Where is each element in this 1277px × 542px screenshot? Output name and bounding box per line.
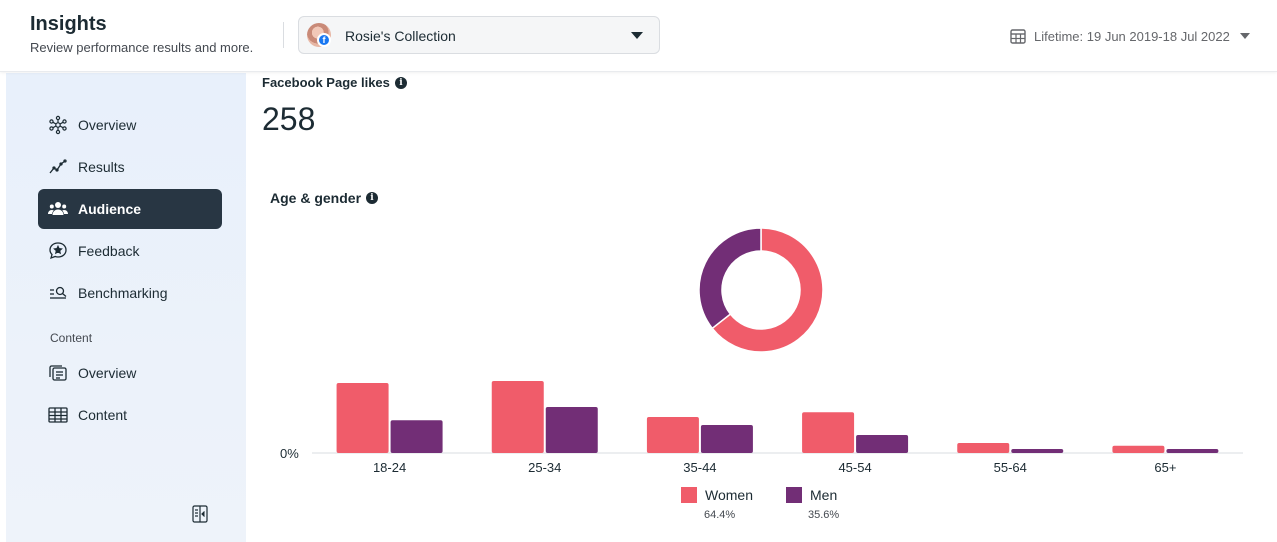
sidebar-item-overview[interactable]: Overview: [38, 105, 222, 145]
sidebar-item-label: Results: [78, 159, 125, 175]
bar-men-18-24: [390, 420, 443, 453]
star-bubble-icon: [46, 241, 70, 261]
bar-men-65+: [1166, 449, 1219, 453]
bar-men-35-44: [700, 425, 753, 453]
legend-percent-women: 64.4%: [704, 509, 736, 521]
page-title: Insights: [30, 13, 107, 35]
legend-swatch-men: [786, 487, 802, 503]
sidebar-item-feedback[interactable]: Feedback: [38, 231, 222, 271]
donut-slice-men: [698, 227, 762, 330]
info-icon[interactable]: i: [366, 192, 379, 204]
sidebar: Overview Results Audience Feedback: [6, 73, 246, 542]
x-tick-label: 25-34: [528, 460, 561, 475]
donut-slice-women: [711, 227, 824, 353]
sidebar-toggle-icon: [192, 505, 208, 523]
chevron-down-icon: [1239, 33, 1250, 39]
x-tick-label: 65+: [1154, 460, 1176, 475]
bar-women-55-64: [957, 443, 1010, 453]
bar-women-18-24: [336, 383, 389, 453]
calendar-icon: [1010, 29, 1026, 44]
age-gender-chart: 0% 18-24 25-34 35-44 45-54 55-64 65+: [280, 227, 1243, 475]
x-tick-label: 35-44: [683, 460, 716, 475]
legend-label-men: Men: [810, 487, 838, 503]
page-likes-value: 258: [262, 101, 316, 137]
x-tick-label: 55-64: [994, 460, 1027, 475]
sidebar-item-results[interactable]: Results: [38, 147, 222, 187]
account-name: Rosie's Collection: [345, 28, 456, 44]
y-tick-label: 0%: [280, 446, 299, 461]
date-range-label: Lifetime: 19 Jun 2019-18 Jul 2022: [1034, 28, 1230, 44]
facebook-icon: f: [317, 33, 331, 47]
legend-label-women: Women: [705, 487, 753, 503]
page-likes-title: Facebook Page likes: [262, 75, 390, 90]
bar-men-45-54: [856, 435, 909, 453]
bar-men-25-34: [545, 407, 598, 453]
table-icon: [46, 405, 70, 425]
sidebar-item-benchmarking[interactable]: Benchmarking: [38, 273, 222, 313]
chevron-down-icon: [631, 32, 643, 39]
info-icon[interactable]: i: [394, 76, 407, 89]
bar-women-45-54: [802, 412, 855, 453]
sidebar-item-audience[interactable]: Audience: [38, 189, 222, 229]
people-icon: [46, 199, 70, 219]
header-divider: [283, 22, 284, 48]
bar-women-25-34: [491, 381, 544, 453]
top-bar: Insights Review performance results and …: [0, 0, 1277, 72]
search-list-icon: [46, 283, 70, 303]
age-gender-title: Age & gender: [270, 190, 362, 206]
legend-swatch-women: [681, 487, 697, 503]
x-tick-label: 18-24: [373, 460, 406, 475]
x-tick-label: 45-54: [838, 460, 871, 475]
account-selector[interactable]: f Rosie's Collection: [298, 16, 660, 54]
legend-women[interactable]: Women: [681, 487, 753, 503]
sidebar-item-label: Benchmarking: [78, 285, 168, 301]
page-likes-label: Facebook Page likes i: [262, 75, 407, 90]
trend-line-icon: [46, 157, 70, 177]
sidebar-item-label: Audience: [78, 201, 142, 217]
bar-men-55-64: [1011, 449, 1064, 453]
cards-icon: [46, 363, 70, 383]
legend-men[interactable]: Men: [786, 487, 837, 503]
collapse-sidebar-button[interactable]: [192, 505, 208, 528]
bar-women-65+: [1112, 445, 1165, 453]
sidebar-item-label: Feedback: [78, 243, 140, 259]
sidebar-section-content: Content: [50, 331, 93, 345]
date-range-selector[interactable]: Lifetime: 19 Jun 2019-18 Jul 2022: [1010, 26, 1250, 46]
page-subtitle: Review performance results and more.: [30, 40, 254, 55]
sidebar-item-content-overview[interactable]: Overview: [38, 353, 222, 393]
sidebar-item-label: Overview: [78, 117, 137, 133]
bar-women-35-44: [646, 417, 699, 453]
sidebar-item-content[interactable]: Content: [38, 395, 222, 435]
age-gender-label: Age & gender i: [270, 190, 379, 206]
network-icon: [46, 115, 70, 135]
main-content: Facebook Page likes i 258 Age & gender i…: [246, 73, 1277, 542]
sidebar-item-label: Content: [78, 407, 128, 423]
sidebar-item-label: Overview: [78, 365, 137, 381]
legend-percent-men: 35.6%: [808, 509, 840, 521]
